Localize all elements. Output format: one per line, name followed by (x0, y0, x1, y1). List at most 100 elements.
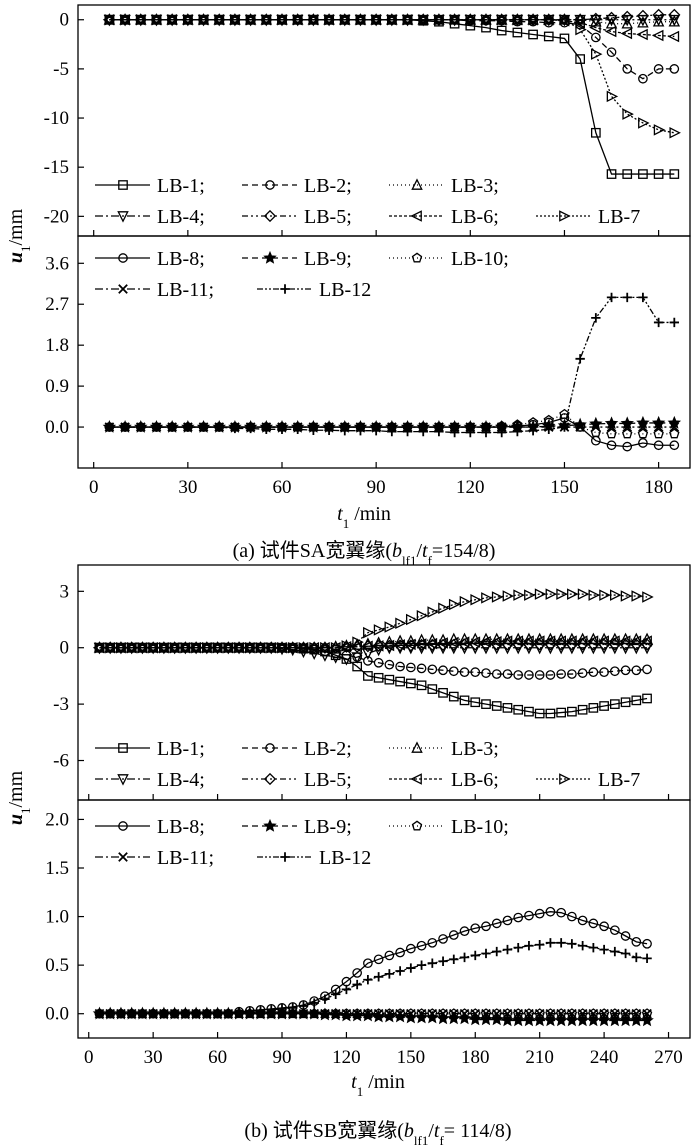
data-point (324, 425, 334, 435)
data-point (631, 1008, 642, 1019)
data-point (320, 1008, 330, 1019)
data-point (599, 667, 609, 678)
data-point (309, 1008, 320, 1019)
data-point (598, 1008, 610, 1019)
data-point (191, 1009, 201, 1019)
data-point (558, 13, 571, 26)
series-lb-12 (94, 938, 652, 1019)
panel-SA-bottom: 0.0 0.9 1.8 2.7 3.6 0 30 60 90 120 150 180 LB-8; LB-9… (45, 235, 691, 498)
data-point (491, 669, 502, 679)
data-point (448, 13, 461, 26)
data-point (575, 54, 586, 64)
data-point (559, 422, 570, 432)
data-point (459, 667, 470, 678)
x-tick-label: 180 (461, 1047, 490, 1068)
data-point (640, 635, 652, 647)
data-point (351, 1008, 363, 1019)
data-point (159, 641, 171, 654)
data-point (197, 13, 210, 26)
data-point (449, 13, 462, 26)
data-point (621, 17, 633, 29)
data-point (405, 943, 416, 954)
data-point (432, 13, 446, 26)
data-point (642, 938, 652, 949)
data-point (587, 638, 600, 651)
data-point (534, 588, 547, 600)
legend: LB-1; LB-2; LB-3; LB-4; LB-5; LB-6; LB-7 (95, 175, 640, 228)
data-point (103, 13, 116, 26)
data-point (513, 589, 525, 601)
data-point (543, 31, 554, 42)
data-point (298, 1008, 309, 1019)
figure-b-ylabel: u1/mm (5, 770, 33, 825)
legend-label: LB-12 (319, 847, 371, 869)
data-point (363, 626, 375, 639)
data-point (352, 968, 363, 978)
data-point (320, 994, 330, 1004)
data-point (575, 1013, 590, 1027)
data-point (198, 422, 209, 432)
data-point (559, 33, 570, 44)
data-point (622, 292, 632, 303)
data-point (202, 1009, 212, 1019)
figure-a-ylabel-sub: 1 (18, 246, 33, 253)
data-point (136, 422, 146, 432)
data-point (465, 422, 476, 432)
data-point (232, 641, 246, 654)
data-point (464, 13, 477, 26)
data-point (502, 669, 513, 679)
y-tick-label: 0.0 (45, 1004, 69, 1025)
data-point (620, 665, 631, 676)
x-tick-label: 240 (590, 1047, 619, 1068)
data-point (524, 941, 534, 951)
data-point (448, 930, 459, 940)
data-point (577, 668, 588, 678)
data-point (588, 1008, 599, 1019)
data-point (534, 670, 545, 680)
data-point (545, 1008, 556, 1019)
data-point (588, 703, 599, 713)
legend: LB-8; LB-9; LB-10; LB-11; LB-12 (95, 816, 509, 869)
data-point (286, 641, 299, 654)
data-point (577, 915, 588, 926)
data-point (575, 23, 587, 36)
data-point (438, 934, 448, 944)
data-point (255, 1006, 266, 1016)
data-point (166, 13, 179, 26)
data-point (180, 1009, 191, 1019)
data-point (565, 1013, 579, 1027)
data-point (465, 13, 477, 26)
data-point (201, 641, 214, 654)
data-point (405, 613, 418, 626)
data-point (168, 641, 181, 654)
data-point (341, 1008, 352, 1019)
data-point (437, 1008, 449, 1019)
data-point (669, 127, 681, 139)
figure-b-xlabel-main: t (351, 1071, 357, 1093)
data-point (524, 910, 534, 921)
data-point (620, 1008, 631, 1019)
data-point (434, 426, 444, 437)
data-point (340, 654, 353, 666)
data-point (606, 440, 617, 451)
legend-label: LB-5; (304, 769, 352, 791)
data-point (427, 664, 438, 675)
data-point (126, 641, 139, 654)
legend-label: LB-8; (157, 248, 205, 270)
data-point (604, 25, 617, 38)
data-point (245, 1007, 255, 1017)
data-point (449, 954, 459, 965)
data-point (395, 947, 405, 958)
legend-marker (118, 743, 128, 753)
data-point (577, 704, 588, 715)
data-point (292, 13, 305, 26)
figure-a-caption-prefix: (a) 试件SA宽翼缘( (233, 539, 393, 562)
data-point (298, 1001, 309, 1011)
data-point (416, 663, 427, 674)
plot-frame (77, 564, 691, 801)
data-point (363, 656, 373, 666)
data-point (590, 48, 603, 60)
data-point (150, 13, 163, 26)
x-tick-label: 0 (89, 477, 99, 498)
data-point (605, 11, 618, 24)
